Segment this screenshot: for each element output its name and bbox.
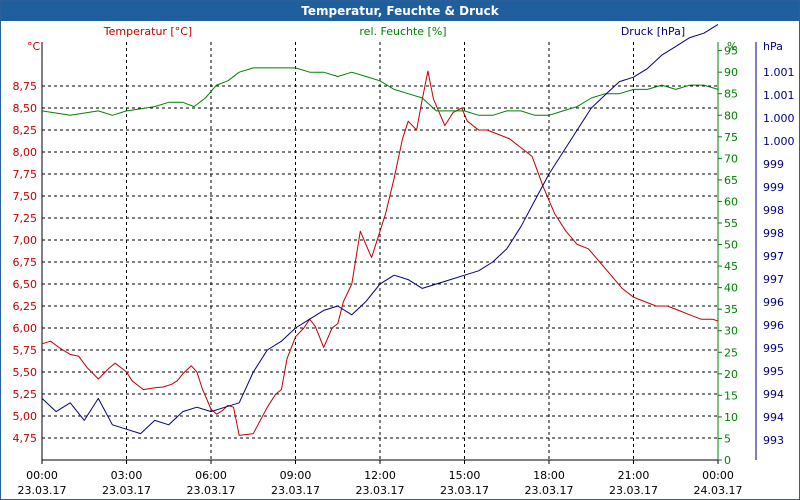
pressure-unit-label: hPa [763,40,783,53]
humidity-tick-label: 30 [724,325,738,338]
temperature-tick-label: 8,75 [13,80,38,93]
pressure-tick-label: 1.001 [763,66,795,79]
temperature-tick-label: 8,50 [13,102,38,115]
pressure-tick-label: 1.001 [763,89,795,102]
series-line-temperature [41,70,719,436]
humidity-tick-label: 75 [724,131,738,144]
x-tick-label-time: 09:00 [280,469,312,482]
x-tick-label-time: 18:00 [533,469,565,482]
humidity-unit-label: % [727,40,737,53]
x-tick-label-date: 23.03.17 [187,484,236,497]
x-tick-label-date: 24.03.17 [694,484,743,497]
temperature-tick-label: 8,00 [13,146,38,159]
x-tick-label-date: 23.03.17 [356,484,405,497]
x-tick-label-time: 12:00 [364,469,396,482]
humidity-tick-label: 90 [724,66,738,79]
temperature-axis-title: Temperatur [°C] [103,25,192,38]
x-tick-label-time: 06:00 [195,469,227,482]
temperature-tick-label: 6,00 [13,322,38,335]
humidity-tick-label: 55 [724,217,738,230]
series-line-pressure [41,23,719,435]
temperature-tick-label: 5,75 [13,344,38,357]
humidity-tick-label: 80 [724,109,738,122]
temperature-tick-label: 7,75 [13,168,38,181]
series-line-humidity [41,67,719,116]
humidity-tick-label: 45 [724,260,738,273]
x-tick-label-time: 00:00 [26,469,58,482]
temperature-tick-label: 8,25 [13,124,38,137]
x-tick-label-date: 23.03.17 [18,484,67,497]
temperature-tick-label: 7,50 [13,190,38,203]
pressure-axis-title: Druck [hPa] [621,25,685,38]
humidity-tick-label: 40 [724,282,738,295]
humidity-tick-label: 70 [724,152,738,165]
temperature-tick-label: 7,00 [13,234,38,247]
humidity-tick-label: 65 [724,174,738,187]
humidity-tick-label: 20 [724,368,738,381]
humidity-tick-label: 10 [724,411,738,424]
temperature-tick-label: 5,00 [13,410,38,423]
temperature-tick-label: 5,25 [13,388,38,401]
pressure-tick-label: 994 [763,388,784,401]
pressure-tick-label: 998 [763,204,784,217]
temperature-tick-label: 7,25 [13,212,38,225]
pressure-tick-label: 996 [763,296,784,309]
humidity-tick-label: 25 [724,346,738,359]
pressure-tick-label: 1.000 [763,135,795,148]
temperature-tick-label: 5,50 [13,366,38,379]
window-title: Temperatur, Feuchte & Druck [1,1,799,21]
pressure-tick-label: 993 [763,434,784,447]
humidity-tick-label: 50 [724,239,738,252]
x-tick-label-time: 15:00 [449,469,481,482]
humidity-tick-label: 60 [724,195,738,208]
temperature-tick-label: 6,25 [13,300,38,313]
temperature-tick-label: 6,50 [13,278,38,291]
humidity-tick-label: 0 [724,454,731,467]
x-tick-label-date: 23.03.17 [525,484,574,497]
humidity-tick-label: 85 [724,88,738,101]
x-tick-label-time: 03:00 [111,469,143,482]
temperature-tick-label: 4,75 [13,432,38,445]
pressure-tick-label: 995 [763,342,784,355]
x-tick-label-time: 21:00 [618,469,650,482]
humidity-axis-title: rel. Feuchte [%] [359,25,446,38]
pressure-tick-label: 996 [763,319,784,332]
pressure-tick-label: 997 [763,273,784,286]
x-tick-label-time: 00:00 [702,469,734,482]
pressure-tick-label: 994 [763,411,784,424]
temperature-unit-label: °C [27,40,41,53]
grid-lines [42,42,718,460]
pressure-tick-label: 1.000 [763,112,795,125]
pressure-tick-label: 998 [763,227,784,240]
x-tick-label-date: 23.03.17 [609,484,658,497]
pressure-tick-label: 999 [763,181,784,194]
pressure-tick-label: 995 [763,365,784,378]
x-tick-label-date: 23.03.17 [271,484,320,497]
temperature-tick-label: 6,75 [13,256,38,269]
humidity-tick-label: 35 [724,303,738,316]
humidity-tick-label: 95 [724,45,738,58]
pressure-tick-label: 997 [763,250,784,263]
humidity-tick-label: 15 [724,389,738,402]
x-tick-label-date: 23.03.17 [440,484,489,497]
pressure-tick-label: 999 [763,158,784,171]
humidity-tick-label: 5 [724,432,731,445]
x-tick-label-date: 23.03.17 [102,484,151,497]
